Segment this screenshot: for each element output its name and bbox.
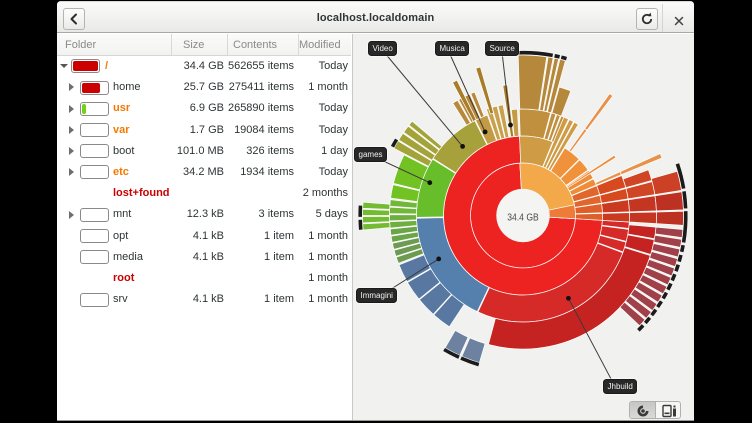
- svg-text:34.4 GB: 34.4 GB: [507, 213, 539, 224]
